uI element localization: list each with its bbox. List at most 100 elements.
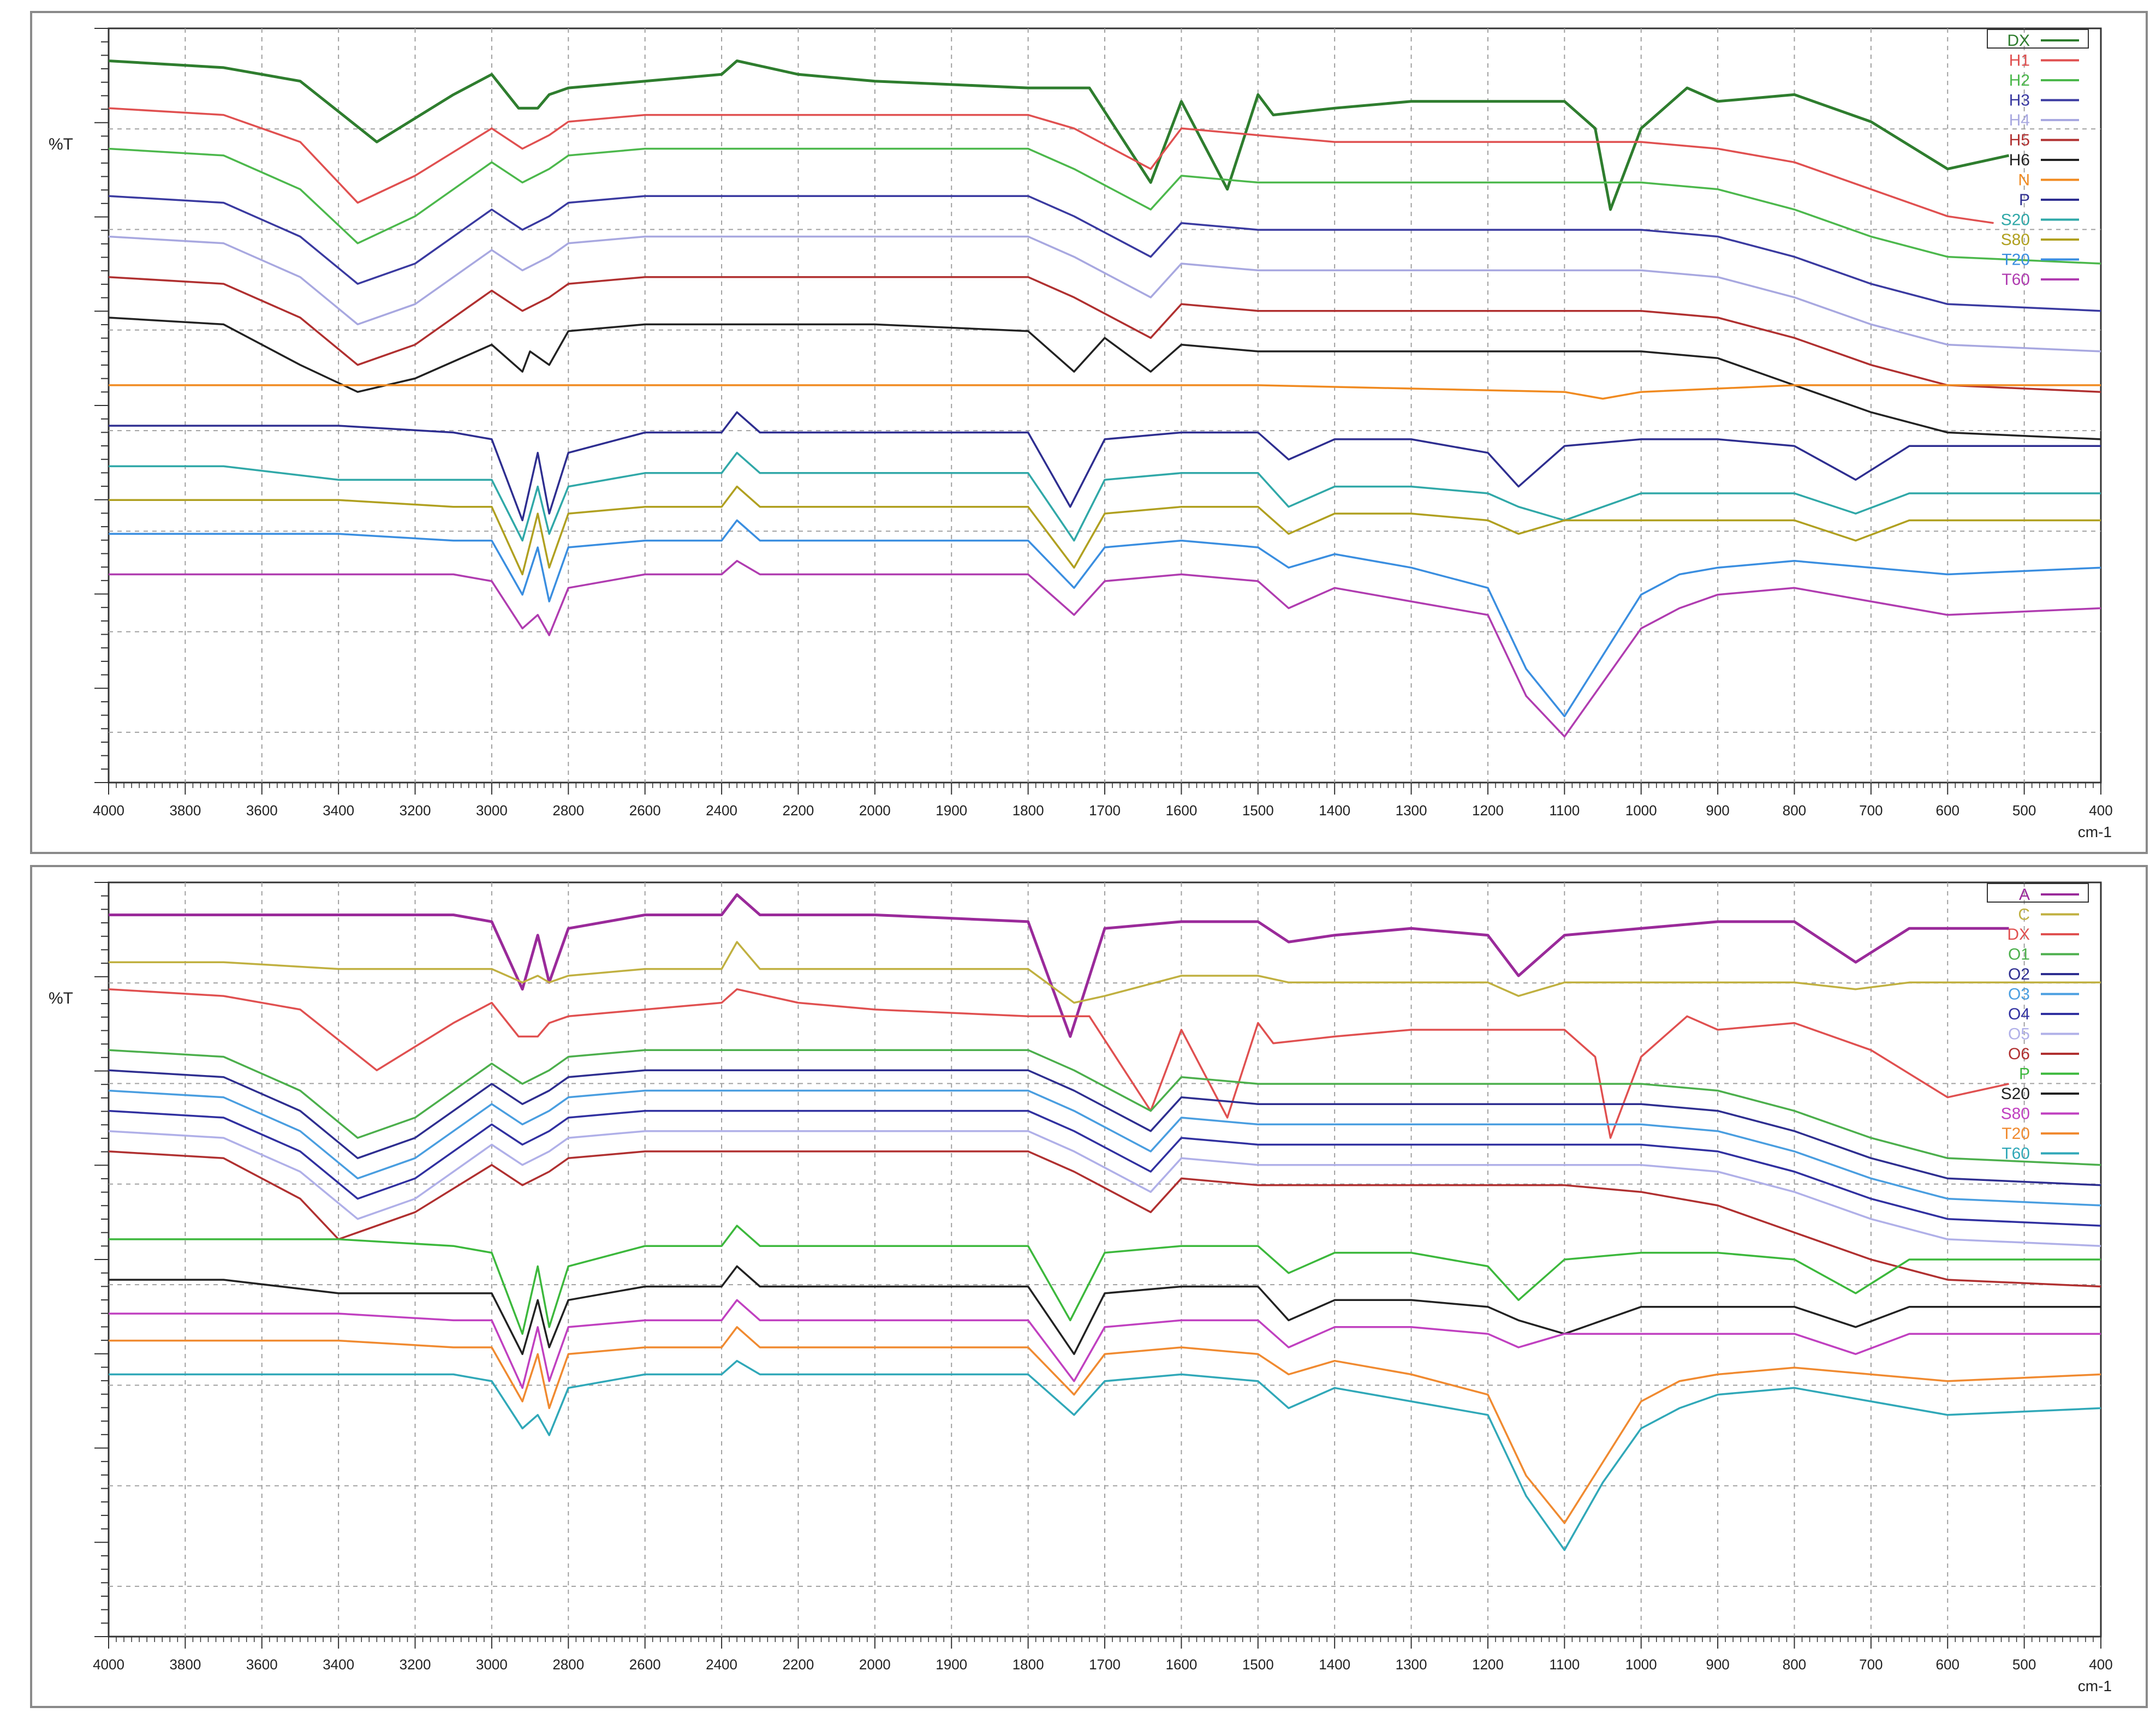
x-tick-label: 900: [1706, 1656, 1729, 1673]
series-line-o5: [108, 1130, 2101, 1247]
legend-label-p: P: [2019, 1065, 2030, 1083]
x-tick-label: 2200: [783, 1656, 814, 1673]
series-line-t20: [109, 519, 2101, 718]
x-axis-unit: cm-1: [2078, 823, 2112, 840]
x-tick-label: 500: [2012, 802, 2036, 819]
x-tick-label: 700: [1859, 802, 1883, 819]
x-tick-label: 1100: [1549, 1656, 1580, 1673]
legend-label-c: C: [2018, 906, 2030, 924]
x-tick-label: 3400: [323, 1656, 354, 1673]
x-tick-label: 2400: [706, 1656, 737, 1673]
grid: [109, 28, 2101, 783]
series-group: [108, 893, 2101, 1551]
legend-label-o6: O6: [2008, 1045, 2030, 1063]
legend-label-s80: S80: [2001, 231, 2030, 249]
x-tick-label: 2600: [629, 802, 661, 819]
legend-label-o2: O2: [2008, 965, 2030, 983]
legend-label-h4: H4: [2009, 111, 2030, 129]
series-line-p: [109, 411, 2101, 522]
series-line-h6: [108, 317, 2101, 440]
x-tick-label: 1400: [1319, 1656, 1350, 1673]
series-line-h5: [108, 276, 2101, 393]
series-line-o1: [108, 1049, 2101, 1166]
y-axis-label: %T: [49, 989, 73, 1007]
x-tick-label: 1000: [1625, 802, 1657, 819]
legend-label-h6: H6: [2009, 151, 2030, 169]
legend-label-s20: S20: [2001, 1085, 2030, 1103]
x-axis: 4000 3800 3600 3400 3200 3000 2800 2600 2400 2200…: [93, 783, 2113, 819]
legend-label-h3: H3: [2009, 92, 2030, 110]
series-line-a: [109, 893, 2009, 1038]
legend-label-o3: O3: [2008, 986, 2030, 1004]
legend-label-o4: O4: [2008, 1005, 2030, 1023]
series-line-o2: [108, 1069, 2101, 1186]
legend-label-t20: T20: [2002, 251, 2030, 269]
x-tick-label: 2400: [706, 802, 737, 819]
series-line-h4: [108, 235, 2101, 353]
legend-label-n: N: [2018, 171, 2030, 189]
y-axis-label: %T: [49, 135, 73, 153]
x-tick-label: 1600: [1165, 802, 1197, 819]
series-line-o3: [108, 1089, 2101, 1207]
series-line-s80: [109, 485, 2101, 576]
x-axis: 4000 3800 3600 3400 3200 3000 2800 2600 2400 2200…: [93, 1637, 2113, 1673]
x-tick-label: 1300: [1396, 1656, 1427, 1673]
x-tick-label: 3800: [169, 802, 201, 819]
x-tick-label: 1300: [1396, 802, 1427, 819]
x-tick-label: 2800: [552, 802, 584, 819]
legend-label-t20: T20: [2002, 1125, 2030, 1143]
x-tick-label: 1600: [1165, 1656, 1197, 1673]
x-tick-label: 3400: [323, 802, 354, 819]
x-tick-label: 1000: [1625, 1656, 1657, 1673]
legend-label-a: A: [2019, 886, 2030, 904]
legend-label-o1: O1: [2008, 946, 2030, 964]
x-tick-label: 3000: [476, 802, 508, 819]
x-tick-label: 3600: [246, 1656, 278, 1673]
series-line-dx: [108, 59, 2010, 211]
x-tick-label: 1800: [1013, 1656, 1044, 1673]
series-line-s20: [109, 451, 2101, 542]
x-tick-label: 2000: [859, 1656, 891, 1673]
x-tick-label: 1800: [1013, 802, 1044, 819]
x-tick-label: 1200: [1472, 802, 1504, 819]
x-tick-label: 1200: [1472, 1656, 1504, 1673]
x-tick-label: 1700: [1089, 802, 1121, 819]
legend-label-h2: H2: [2009, 71, 2030, 89]
x-tick-label: 2000: [859, 802, 891, 819]
legend-label-p: P: [2019, 191, 2030, 209]
series-line-s20: [109, 1265, 2101, 1356]
legend-label-o5: O5: [2008, 1025, 2030, 1043]
series-line-o6: [108, 1150, 2101, 1288]
series-line-n: [109, 384, 2101, 400]
x-tick-label: 600: [1936, 802, 1960, 819]
series-line-c: [109, 941, 2101, 1004]
x-tick-label: 800: [1783, 802, 1806, 819]
x-tick-label: 2600: [629, 1656, 661, 1673]
x-tick-label: 3200: [400, 802, 431, 819]
ftir-chart-bottom: %T 4000 3800 3600 3400 3200 3000 2800 2600 2400 22…: [49, 881, 2113, 1694]
x-tick-label: 2800: [552, 1656, 584, 1673]
series-line-t60: [109, 1359, 2101, 1551]
x-tick-label: 3600: [246, 802, 278, 819]
x-tick-label: 1700: [1089, 1656, 1121, 1673]
x-tick-label: 600: [1936, 1656, 1960, 1673]
x-tick-label: 3200: [400, 1656, 431, 1673]
legend-label-s80: S80: [2001, 1105, 2030, 1123]
x-tick-label: 700: [1859, 1656, 1883, 1673]
legend-label-s20: S20: [2001, 211, 2030, 229]
legend-label-h1: H1: [2009, 52, 2030, 70]
x-tick-label: 4000: [93, 1656, 124, 1673]
legend-label-t60: T60: [2002, 271, 2030, 289]
x-tick-label: 1900: [936, 1656, 967, 1673]
legend-label-h5: H5: [2009, 132, 2030, 150]
series-group: [108, 59, 2101, 738]
x-tick-label: 2200: [783, 802, 814, 819]
x-tick-label: 1100: [1549, 802, 1580, 819]
series-line-h1: [108, 107, 1994, 224]
series-line-h3: [108, 195, 2101, 312]
series-line-t20: [109, 1326, 2101, 1524]
x-tick-label: 4000: [93, 802, 124, 819]
x-axis-unit: cm-1: [2078, 1678, 2112, 1694]
x-tick-label: 1500: [1242, 802, 1274, 819]
